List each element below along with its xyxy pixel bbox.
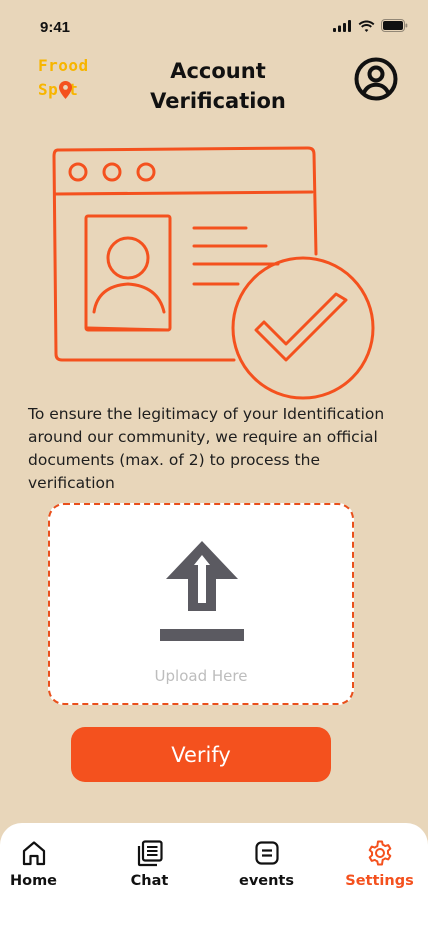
verify-button[interactable]: Verify bbox=[71, 727, 331, 782]
nav-item-chat[interactable]: Chat bbox=[96, 823, 203, 913]
nav-item-events[interactable]: events bbox=[213, 823, 320, 913]
nav-item-home[interactable]: Home bbox=[0, 823, 87, 913]
verification-description: To ensure the legitimacy of your Identif… bbox=[28, 405, 385, 492]
upload-label: Upload Here bbox=[154, 667, 248, 685]
map-pin-icon bbox=[59, 81, 72, 99]
bottom-nav: Home Chat events Settings bbox=[0, 823, 428, 926]
upload-icon bbox=[160, 541, 244, 641]
events-icon bbox=[254, 841, 279, 865]
battery-icon bbox=[381, 19, 408, 32]
status-bar: 9:41 bbox=[0, 0, 428, 54]
nav-label-events: events bbox=[238, 873, 294, 889]
upload-dropzone[interactable]: Upload Here bbox=[48, 503, 354, 705]
chat-icon bbox=[137, 840, 163, 867]
app-logo: Frood Spot Spt bbox=[38, 54, 108, 104]
page-title: Account Verification bbox=[150, 59, 286, 113]
wifi-icon bbox=[358, 20, 375, 32]
id-verification-illustration bbox=[52, 146, 375, 400]
user-profile-icon bbox=[354, 57, 398, 101]
logo-wordmark: Sp t bbox=[38, 80, 79, 99]
home-icon bbox=[22, 841, 45, 866]
cellular-signal-icon bbox=[333, 19, 351, 32]
logo-text-line1: Frood bbox=[38, 56, 89, 75]
nav-label-home: Home bbox=[9, 873, 58, 889]
status-icons bbox=[333, 19, 408, 32]
nav-label-chat: Chat bbox=[130, 873, 169, 889]
nav-item-settings[interactable]: Settings bbox=[326, 823, 428, 913]
profile-button[interactable] bbox=[354, 57, 398, 101]
logo-text-line2: Spot Spt bbox=[38, 78, 108, 102]
gear-icon bbox=[368, 840, 391, 866]
status-time: 9:41 bbox=[40, 19, 71, 36]
nav-label-settings: Settings bbox=[345, 873, 414, 889]
